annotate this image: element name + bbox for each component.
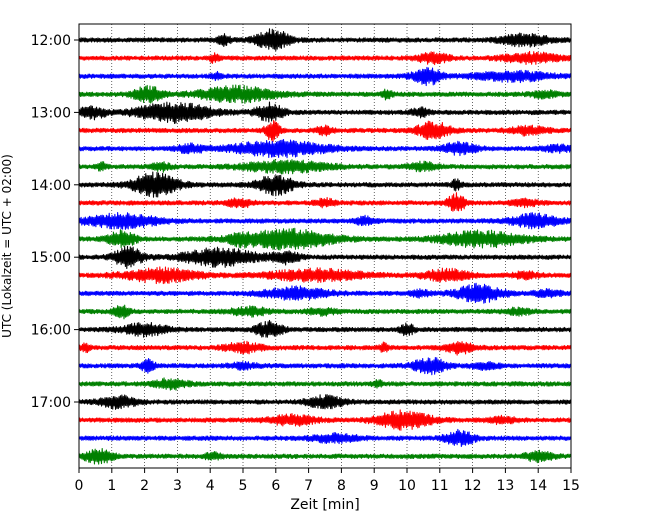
trace-1315 (78, 119, 572, 143)
x-tick-label: 10 (398, 478, 416, 494)
y-tick-label: 15:00 (31, 250, 71, 266)
y-tick-label: 13:00 (31, 105, 71, 121)
trace-1245 (78, 84, 572, 104)
y-axis-ticks: 12:00 13:00 14:00 15:00 16:00 17:00 (31, 33, 79, 411)
trace-1345 (78, 159, 572, 175)
x-tick-label: 4 (206, 478, 215, 494)
trace-1515 (78, 266, 572, 285)
trace-1730 (78, 428, 572, 447)
x-tick-label: 3 (173, 478, 182, 494)
traces (78, 28, 572, 465)
x-tick-label: 13 (496, 478, 514, 494)
gridlines (111, 24, 539, 468)
trace-1400 (78, 171, 572, 198)
x-tick-label: 12 (464, 478, 482, 494)
trace-1600 (78, 319, 572, 338)
trace-1215 (78, 50, 572, 66)
trace-1415 (78, 192, 572, 212)
trace-1530 (78, 282, 572, 304)
trace-1330 (78, 138, 572, 159)
y-tick-label: 17:00 (31, 395, 71, 411)
x-tick-label: 9 (370, 478, 379, 494)
x-axis-label: Zeit [min] (290, 497, 359, 513)
y-tick-label: 16:00 (31, 323, 71, 339)
trace-1700 (78, 394, 572, 410)
x-axis-ticks: 0 1 2 3 4 5 6 7 8 9 10 11 12 13 14 15 (75, 468, 580, 494)
trace-1545 (78, 304, 572, 320)
y-tick-label: 12:00 (31, 33, 71, 49)
trace-1445 (78, 227, 572, 251)
trace-1745 (78, 447, 572, 465)
x-tick-label: 8 (337, 478, 346, 494)
x-tick-label: 7 (304, 478, 313, 494)
trace-1645 (78, 377, 572, 391)
trace-1430 (78, 212, 572, 230)
trace-1715 (78, 409, 572, 431)
x-tick-label: 14 (529, 478, 547, 494)
x-tick-label: 0 (75, 478, 84, 494)
trace-1615 (78, 340, 572, 356)
trace-1200 (78, 28, 572, 52)
trace-1630 (78, 357, 572, 376)
x-tick-label: 15 (562, 478, 580, 494)
trace-1230 (78, 66, 572, 87)
y-tick-label: 14:00 (31, 178, 71, 194)
x-tick-label: 5 (239, 478, 248, 494)
plot-border (78, 23, 572, 469)
x-tick-label: 6 (271, 478, 280, 494)
trace-1300 (78, 101, 572, 124)
trace-1500 (78, 245, 572, 270)
y-axis-label: UTC (Lokalzeit = UTC + 02:00) (0, 154, 14, 338)
x-tick-label: 2 (140, 478, 149, 494)
x-tick-label: 1 (107, 478, 116, 494)
x-tick-label: 11 (431, 478, 449, 494)
